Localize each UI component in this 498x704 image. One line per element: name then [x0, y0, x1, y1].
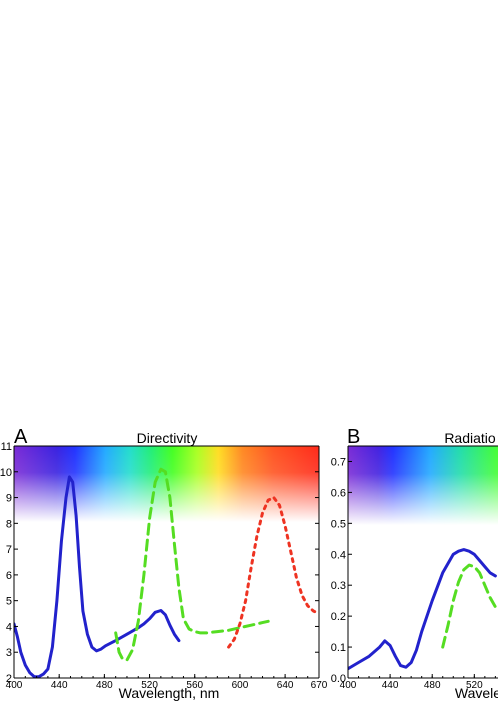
- y-tick-label: 0.7: [331, 456, 346, 468]
- x-tick-label: 560: [186, 680, 203, 691]
- y-tick-label: 2: [6, 673, 12, 685]
- y-tick-label: 8: [6, 518, 12, 530]
- y-tick-label: 4: [6, 621, 12, 633]
- y-tick-label: 0.2: [331, 611, 346, 623]
- spectrum-fade: [348, 446, 498, 525]
- y-tick-label: 0.1: [331, 642, 346, 654]
- y-tick-label: 3: [6, 647, 12, 659]
- panel-letter: B: [347, 426, 360, 448]
- series-solid-line: [348, 548, 497, 671]
- panel-b: 0.0 0.1 0.2 0.3 0.4 0.5 0.6 0.7 400 440 480 520 B Rad…: [331, 426, 498, 701]
- x-axis-label: Wavele: [455, 685, 498, 701]
- y-tick-label: 0.5: [331, 518, 346, 530]
- series-dashed-line: [114, 467, 270, 662]
- series-dashed-line: [441, 563, 497, 649]
- y-tick-label: 11: [1, 441, 12, 453]
- x-tick-label: 520: [141, 680, 158, 691]
- x-tick-label: 600: [232, 680, 249, 691]
- panel-a: 2 3 4 5 6 7 8 9 10 11 400 440 480 520 560 600 640 670 A Dir…: [0, 426, 328, 701]
- y-tick-label: 5: [6, 596, 12, 608]
- y-tick-label: 7: [6, 544, 12, 556]
- x-tick-label: 440: [382, 680, 399, 691]
- series-group: [348, 548, 497, 671]
- chart-title: Directivity: [137, 430, 198, 446]
- series-dotted-line: [227, 496, 319, 649]
- x-tick-label: 480: [96, 680, 113, 691]
- x-axis-label: Wavelength, nm: [119, 685, 220, 701]
- y-tick-label: 0.6: [331, 487, 346, 499]
- x-tick-label: 400: [340, 680, 357, 691]
- x-tick-label: 670: [311, 680, 328, 691]
- y-tick-label: 6: [6, 570, 12, 582]
- y-tick-label: 10: [0, 467, 12, 479]
- panel-letter: A: [14, 426, 28, 448]
- chart-title: Radiatio: [444, 430, 496, 446]
- y-tick-label: 0.0: [331, 673, 346, 685]
- x-tick-label: 400: [6, 680, 23, 691]
- x-tick-label: 640: [277, 680, 294, 691]
- x-tick-label: 520: [466, 680, 483, 691]
- y-tick-label: 9: [6, 493, 12, 505]
- x-tick-label: 480: [424, 680, 441, 691]
- y-tick-label: 0.3: [331, 580, 346, 592]
- y-tick-label: 0.4: [331, 549, 346, 561]
- x-tick-label: 440: [51, 680, 68, 691]
